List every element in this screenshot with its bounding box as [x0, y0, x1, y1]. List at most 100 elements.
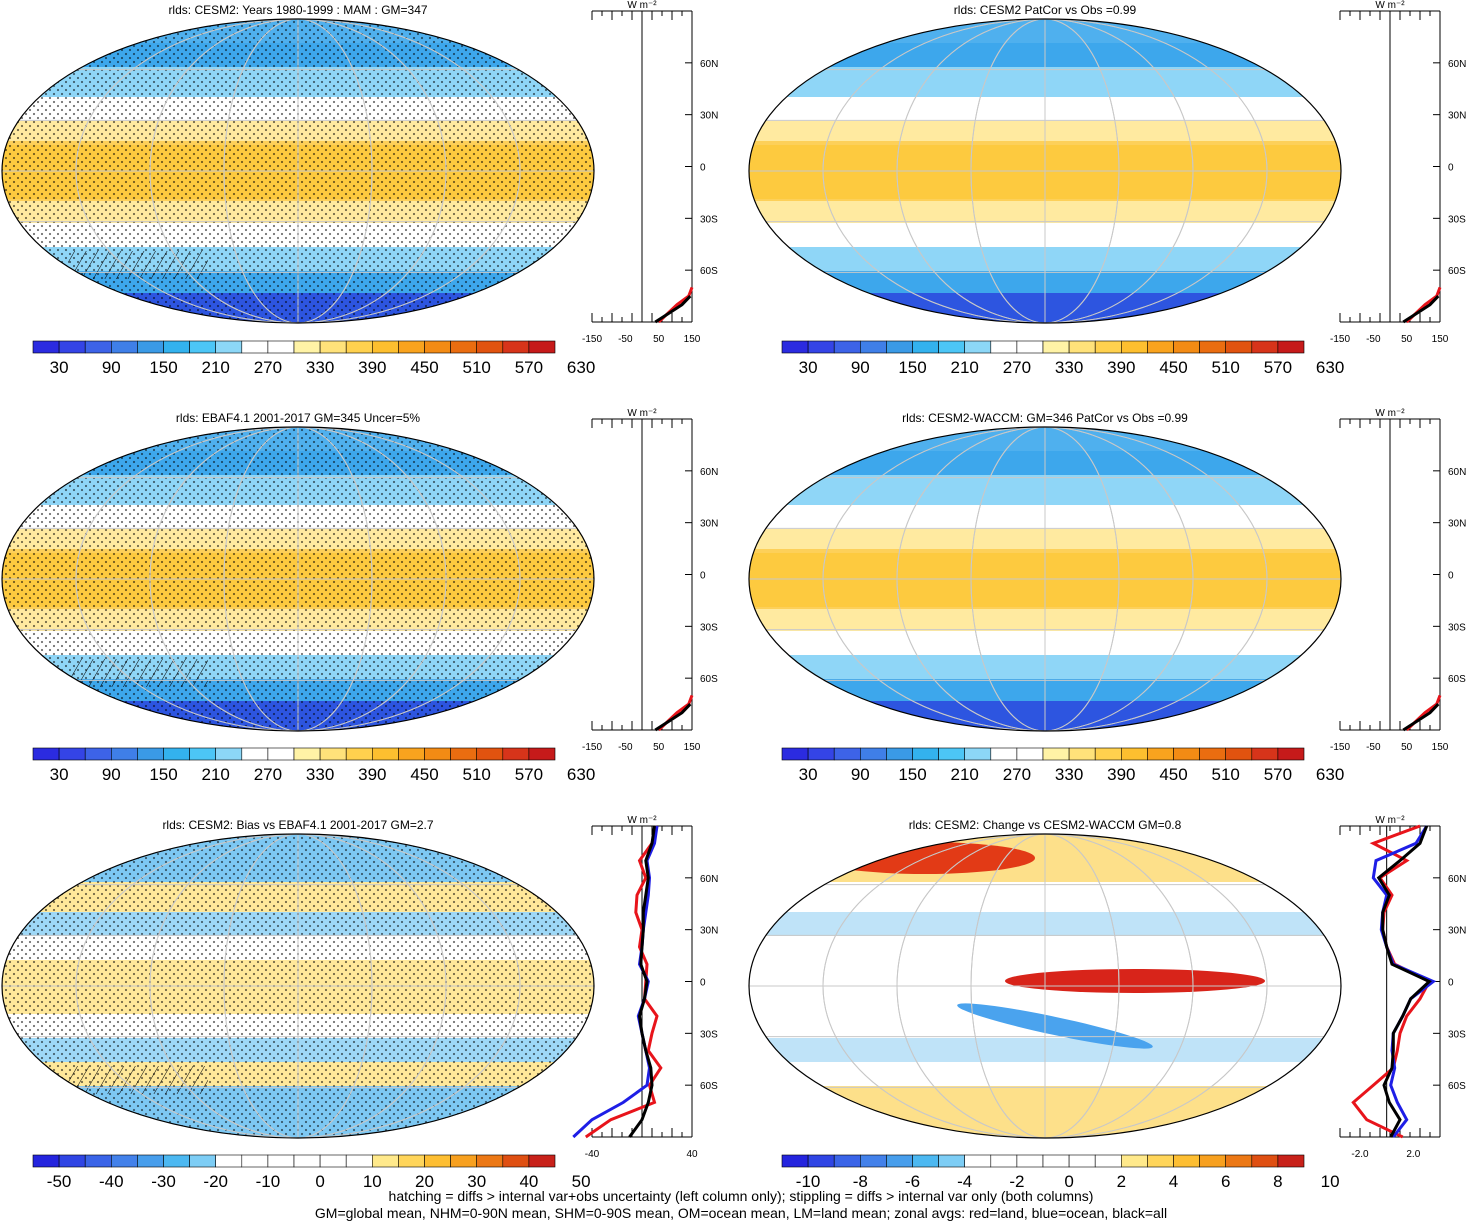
colorbar-label: 390 [358, 765, 386, 784]
profile-lat-label: 60S [700, 674, 718, 685]
colorbar-box [781, 747, 809, 761]
profile-series-black [654, 703, 692, 732]
profile-x-label: -150 [582, 334, 602, 345]
colorbar-box [137, 1154, 164, 1168]
colorbar-box [1173, 1154, 1200, 1168]
colorbar-box [111, 747, 138, 761]
colorbar-label: 330 [1055, 358, 1083, 377]
colorbar: 30 90 150 210 270 330 390 450 510 570 630 [32, 340, 595, 377]
colorbar-box [781, 1154, 809, 1168]
colorbar-box [476, 1154, 504, 1168]
colorbar-box [807, 340, 835, 354]
colorbar-box [1147, 340, 1174, 354]
profile-x-label: -50 [1366, 334, 1381, 345]
profile-series-black [1376, 825, 1432, 1138]
colorbar-box [964, 340, 992, 354]
colorbar-box [938, 747, 965, 761]
zonal-profile: W m⁻² 60N 30N 0 30S 60S -150 -50 50 150 [1330, 408, 1466, 753]
graticule [2, 19, 594, 323]
colorbar-label: 8 [1273, 1172, 1282, 1191]
colorbar-label: 2 [1117, 1172, 1126, 1191]
profile-lat-label: 0 [700, 163, 706, 174]
colorbar-label: 150 [149, 358, 177, 377]
colorbar-box [1042, 340, 1070, 354]
colorbar-box [990, 340, 1018, 354]
colorbar-box [163, 340, 190, 354]
panel-2: rlds: CESM2 PatCor vs Obs =0.99 30 90 150 21… [748, 0, 1466, 377]
profile-x-label: 50 [653, 742, 665, 753]
profile-lat-label: 30S [1448, 1029, 1466, 1040]
colorbar-label: -20 [203, 1172, 228, 1191]
colorbar-box [833, 1154, 861, 1168]
colorbar-box [1121, 340, 1148, 354]
colorbar-label: -8 [853, 1172, 868, 1191]
colorbar-box [912, 747, 939, 761]
colorbar-label: -40 [99, 1172, 124, 1191]
graticule [749, 834, 1341, 1138]
colorbar-label: 10 [363, 1172, 382, 1191]
colorbar-box [424, 340, 451, 354]
colorbar-box [1277, 747, 1305, 761]
profile-lat-label: 30N [1448, 111, 1466, 122]
colorbar-box [450, 340, 478, 354]
profile-unit: W m⁻² [627, 408, 657, 419]
colorbar-box [1199, 1154, 1226, 1168]
colorbar-box [111, 340, 138, 354]
map-outline [748, 426, 1342, 732]
spcz-anomaly [957, 1003, 1153, 1049]
colorbar-label: 90 [102, 358, 121, 377]
colorbar-label: -10 [796, 1172, 821, 1191]
colorbar-box [859, 340, 887, 354]
colorbar-box [1016, 340, 1044, 354]
profile-lat-label: 60S [1448, 1081, 1466, 1092]
colorbar-box [1173, 340, 1200, 354]
profile-x-label: 2.0 [1406, 1149, 1420, 1160]
colorbar-box [886, 1154, 913, 1168]
colorbar-box [345, 747, 373, 761]
profile-series-black [654, 295, 692, 324]
colorbar-label: 30 [467, 1172, 486, 1191]
colorbar-label: 270 [1003, 765, 1031, 784]
colorbar-label: 30 [50, 358, 69, 377]
colorbar-label: 390 [1107, 358, 1135, 377]
colorbar-box [1225, 747, 1253, 761]
hatching [68, 1066, 208, 1094]
graticule [749, 427, 1341, 731]
profile-lat-label: 30S [700, 1029, 718, 1040]
colorbar-label: 210 [202, 765, 230, 784]
panel-1: rlds: CESM2: Years 1980-1999 : MAM : GM=… [1, 0, 718, 377]
colorbar-box [1094, 747, 1122, 761]
colorbar-label: 270 [254, 358, 282, 377]
profile-x-label: -150 [1330, 334, 1350, 345]
colorbar-box [502, 1154, 530, 1168]
colorbar-label: 150 [149, 765, 177, 784]
colorbar-box [293, 340, 321, 354]
colorbar-box [1251, 340, 1279, 354]
profile-unit: W m⁻² [1375, 0, 1405, 11]
profile-x-label: -150 [1330, 742, 1350, 753]
footer-line-2: GM=global mean, NHM=0-90N mean, SHM=0-90… [315, 1205, 1167, 1221]
map-outline [1, 18, 595, 324]
colorbar-box [833, 340, 861, 354]
colorbar-box [58, 747, 86, 761]
colorbar-label: 510 [463, 765, 491, 784]
profile-x-label: 50 [1401, 742, 1413, 753]
colorbar-label: 450 [410, 358, 438, 377]
colorbar-box [319, 1154, 347, 1168]
profile-lat-label: 60S [700, 1081, 718, 1092]
profile-lat-label: 60S [1448, 674, 1466, 685]
profile-series-black [628, 825, 656, 1138]
profile-lat-label: 0 [1448, 978, 1454, 989]
colorbar-box [502, 340, 530, 354]
colorbar-box [964, 1154, 992, 1168]
colorbar-box [189, 340, 217, 354]
colorbar-label: 6 [1221, 1172, 1230, 1191]
profile-x-label: 150 [684, 334, 701, 345]
colorbar-box [1042, 747, 1070, 761]
map-outline [748, 833, 1342, 1139]
profile-lat-label: 0 [700, 978, 706, 989]
colorbar-label: 30 [799, 765, 818, 784]
colorbar-box [215, 340, 243, 354]
profile-x-label: -50 [618, 334, 633, 345]
colorbar-label: 630 [567, 765, 595, 784]
